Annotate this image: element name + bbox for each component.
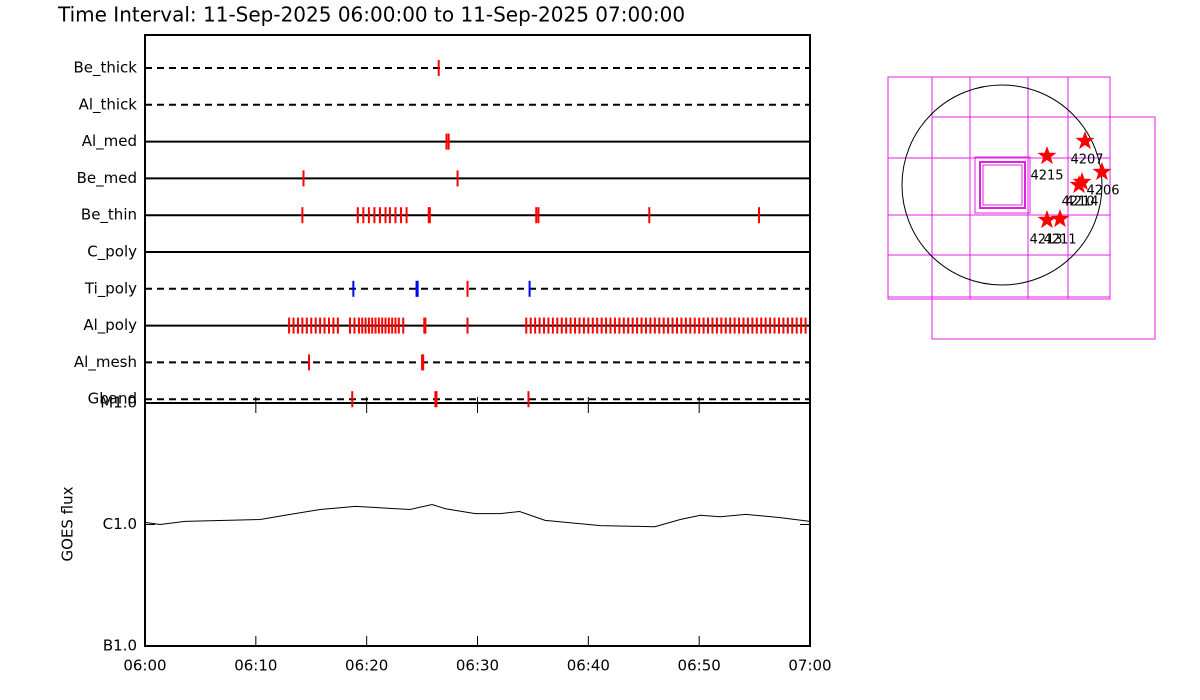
goes-curve	[144, 503, 811, 528]
row-label: C_poly	[87, 243, 137, 262]
fov-box	[931, 116, 1156, 340]
row-label: Gband	[88, 390, 137, 408]
region-star	[1037, 210, 1057, 229]
region-star	[1072, 172, 1092, 191]
region-label: 4214	[1065, 195, 1098, 210]
row-label: Al_mesh	[74, 353, 137, 372]
region-star	[1037, 146, 1057, 165]
row-label: Be_med	[77, 169, 137, 188]
fov-box	[974, 156, 1031, 214]
region-star	[1069, 175, 1089, 194]
region-star	[1075, 131, 1095, 150]
row-label: Ti_poly	[84, 279, 137, 298]
x-tick-label: 06:10	[234, 657, 277, 675]
fov-box	[887, 76, 1111, 300]
solar-disk	[901, 84, 1103, 286]
fov-box	[979, 161, 1026, 209]
y-axis-title: GOES flux	[59, 486, 77, 561]
region-star	[1092, 162, 1112, 181]
region-star	[1050, 209, 1070, 228]
row-label: Al_thick	[79, 95, 138, 114]
map-labels: 4207 4215 4206 4214 4210 4213 4211	[1029, 153, 1119, 248]
fov-box	[982, 164, 1023, 206]
x-tick-label: 07:00	[788, 657, 831, 675]
row-label: Al_poly	[83, 316, 137, 335]
row-label: Be_thin	[81, 206, 137, 225]
x-tick-label: 06:40	[567, 657, 610, 675]
plot-frame	[144, 34, 811, 647]
region-label: 4215	[1030, 169, 1063, 184]
region-label: 4211	[1043, 233, 1076, 248]
y-tick-label: B1.0	[103, 637, 137, 655]
x-tick-label: 06:30	[456, 657, 499, 675]
row-label: Be_thick	[73, 59, 137, 78]
region-label: 4207	[1070, 153, 1103, 168]
region-label: 4206	[1086, 184, 1119, 199]
row-label: Al_med	[82, 132, 137, 151]
y-tick-label: C1.0	[103, 515, 137, 533]
x-tick-label: 06:00	[123, 657, 166, 675]
context-map	[887, 76, 1156, 340]
y-tick-label: M1.0	[100, 394, 137, 412]
chart-title: Time Interval: 11-Sep-2025 06:00:00 to 1…	[57, 3, 685, 27]
region-label: 4213	[1029, 233, 1062, 248]
x-tick-label: 06:20	[345, 657, 388, 675]
region-label: 4210	[1061, 195, 1094, 210]
x-tick-label: 06:50	[678, 657, 721, 675]
